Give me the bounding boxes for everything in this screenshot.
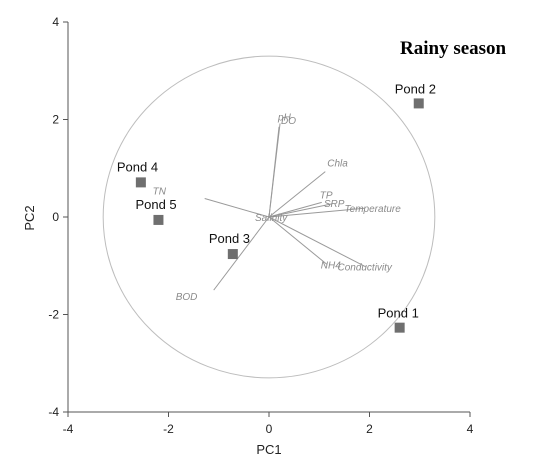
correlation-circle bbox=[102, 55, 436, 379]
loading-vector-tn bbox=[204, 197, 270, 218]
loading-vector-temperature bbox=[268, 207, 365, 218]
y-tick-label: -4 bbox=[48, 405, 59, 419]
y-tick-label: -2 bbox=[48, 308, 59, 322]
loading-label-tp: TP bbox=[320, 190, 333, 201]
site-marker-pond-1 bbox=[394, 322, 405, 333]
y-tick-label: 0 bbox=[52, 210, 59, 224]
x-tick-label: 0 bbox=[266, 422, 273, 436]
site-label-pond-2: Pond 2 bbox=[395, 81, 436, 96]
loading-label-ph: pH bbox=[277, 112, 292, 123]
y-tick-label: 4 bbox=[52, 15, 59, 29]
site-marker-pond-4 bbox=[135, 177, 146, 188]
site-marker-pond-3 bbox=[227, 249, 238, 260]
site-label-pond-3: Pond 3 bbox=[209, 231, 250, 246]
loading-vector-tp bbox=[268, 201, 322, 218]
loading-vector-srp bbox=[268, 203, 332, 218]
correlation-circle-layer bbox=[102, 55, 436, 379]
loading-label-do: DO bbox=[281, 116, 296, 127]
loading-vector-do bbox=[268, 126, 280, 218]
loading-label-bod: BOD bbox=[176, 292, 198, 303]
loading-label-chla: Chla bbox=[327, 159, 348, 170]
loading-vector-nh4 bbox=[268, 216, 328, 265]
points-layer: Pond 1 Pond 2 Pond 3 Pond 4 Pond 5 bbox=[117, 81, 436, 333]
site-label-pond-5: Pond 5 bbox=[135, 197, 176, 212]
chart-title: Rainy season bbox=[400, 38, 507, 59]
loading-vector-conductivity bbox=[268, 216, 366, 268]
x-tick-label: -4 bbox=[63, 422, 74, 436]
x-tick-label: 2 bbox=[366, 422, 373, 436]
site-label-pond-4: Pond 4 bbox=[117, 159, 158, 174]
x-axis-title: PC1 bbox=[256, 442, 281, 457]
loading-label-tn: TN bbox=[153, 186, 167, 197]
site-label-pond-1: Pond 1 bbox=[378, 306, 419, 321]
y-axis-title: PC2 bbox=[22, 205, 37, 230]
site-marker-pond-5 bbox=[153, 214, 164, 225]
y-tick-label: 2 bbox=[52, 113, 59, 127]
loading-vector-bod bbox=[213, 216, 270, 291]
loading-label-conductivity: Conductivity bbox=[337, 263, 392, 274]
x-tick-label: -2 bbox=[163, 422, 174, 436]
axes-layer: -4 -2 0 2 4 -4 -2 0 2 4 bbox=[48, 15, 473, 436]
loading-label-temperature: Temperature bbox=[344, 204, 401, 215]
site-marker-pond-2 bbox=[413, 98, 424, 109]
loadings-layer: pHDOChlaTPSRPTemperatureTNSalinityNH4Con… bbox=[153, 112, 402, 303]
loading-label-nh4: NH4 bbox=[321, 260, 341, 271]
loading-vector-chla bbox=[268, 171, 326, 218]
x-tick-label: 4 bbox=[467, 422, 474, 436]
loading-label-srp: SRP bbox=[324, 199, 345, 210]
